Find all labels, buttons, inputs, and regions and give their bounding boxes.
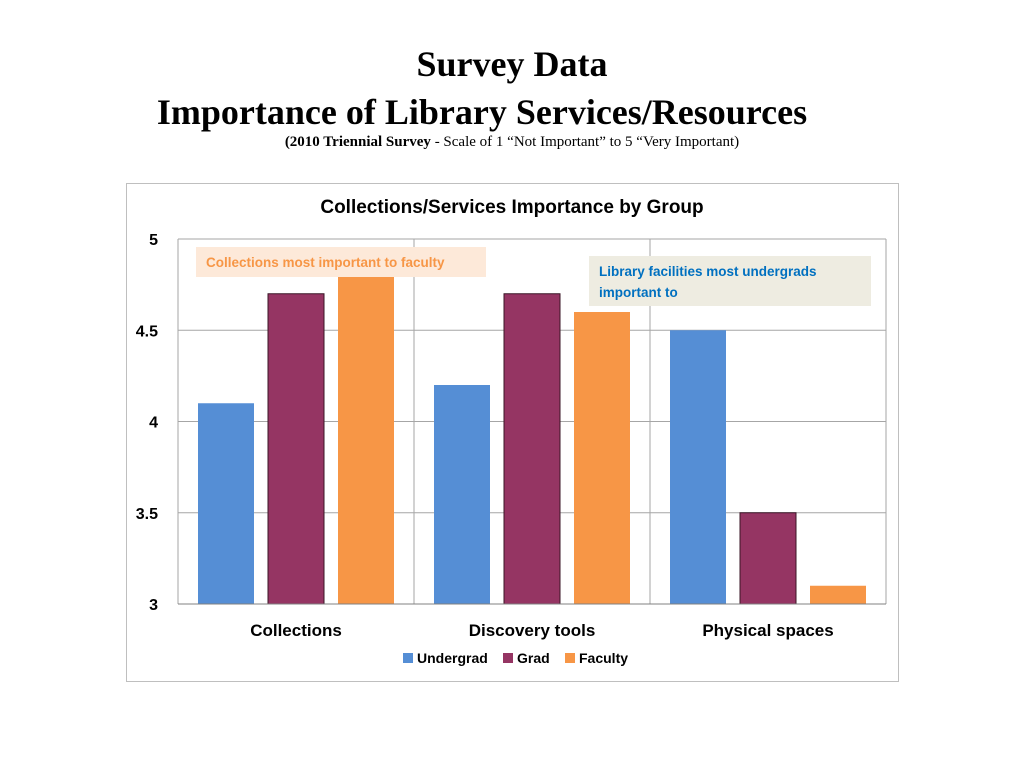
bar-grad-2 [739, 512, 797, 605]
legend-swatch-undergrad [403, 653, 413, 663]
subtitle-scale: - Scale of 1 “Not Important” to 5 “Very … [430, 134, 740, 150]
bar-undergrad-0 [198, 403, 254, 604]
slide-title-line2: Importance of Library Services/Resources [156, 92, 808, 132]
bar-grad-1 [503, 293, 561, 605]
x-category-label: Physical spaces [702, 621, 833, 640]
bar-undergrad-2 [670, 330, 726, 604]
y-tick-label: 3.5 [136, 506, 158, 523]
bar-chart: Collections/Services Importance by Group… [136, 197, 887, 666]
x-category-label: Collections [250, 621, 342, 640]
slide-subtitle: (2010 Triennial Survey - Scale of 1 “Not… [0, 134, 1024, 151]
callout-faculty: Collections most important to faculty [196, 247, 486, 277]
y-tick-label: 4 [149, 415, 158, 432]
y-tick-label: 5 [149, 232, 158, 249]
bar-undergrad-1 [434, 385, 490, 604]
legend-swatch-grad [503, 653, 513, 663]
subtitle-survey-name: (2010 Triennial Survey [284, 134, 431, 150]
x-category-label: Discovery tools [469, 621, 596, 640]
bar-faculty-2 [810, 585, 866, 604]
slide-title-line1: Survey Data [416, 44, 608, 84]
legend-label-grad: Grad [517, 650, 550, 666]
legend-swatch-faculty [565, 653, 575, 663]
y-tick-label: 3 [149, 597, 158, 614]
callout-undergrad: Library facilities most undergrads impor… [589, 256, 871, 306]
legend-label-faculty: Faculty [579, 650, 628, 666]
y-tick-label: 4.5 [136, 323, 158, 340]
bar-faculty-1 [574, 312, 630, 604]
bar-grad-0 [267, 293, 325, 605]
bar-faculty-0 [338, 275, 394, 604]
legend-label-undergrad: Undergrad [417, 650, 488, 666]
chart-title: Collections/Services Importance by Group [320, 197, 703, 218]
